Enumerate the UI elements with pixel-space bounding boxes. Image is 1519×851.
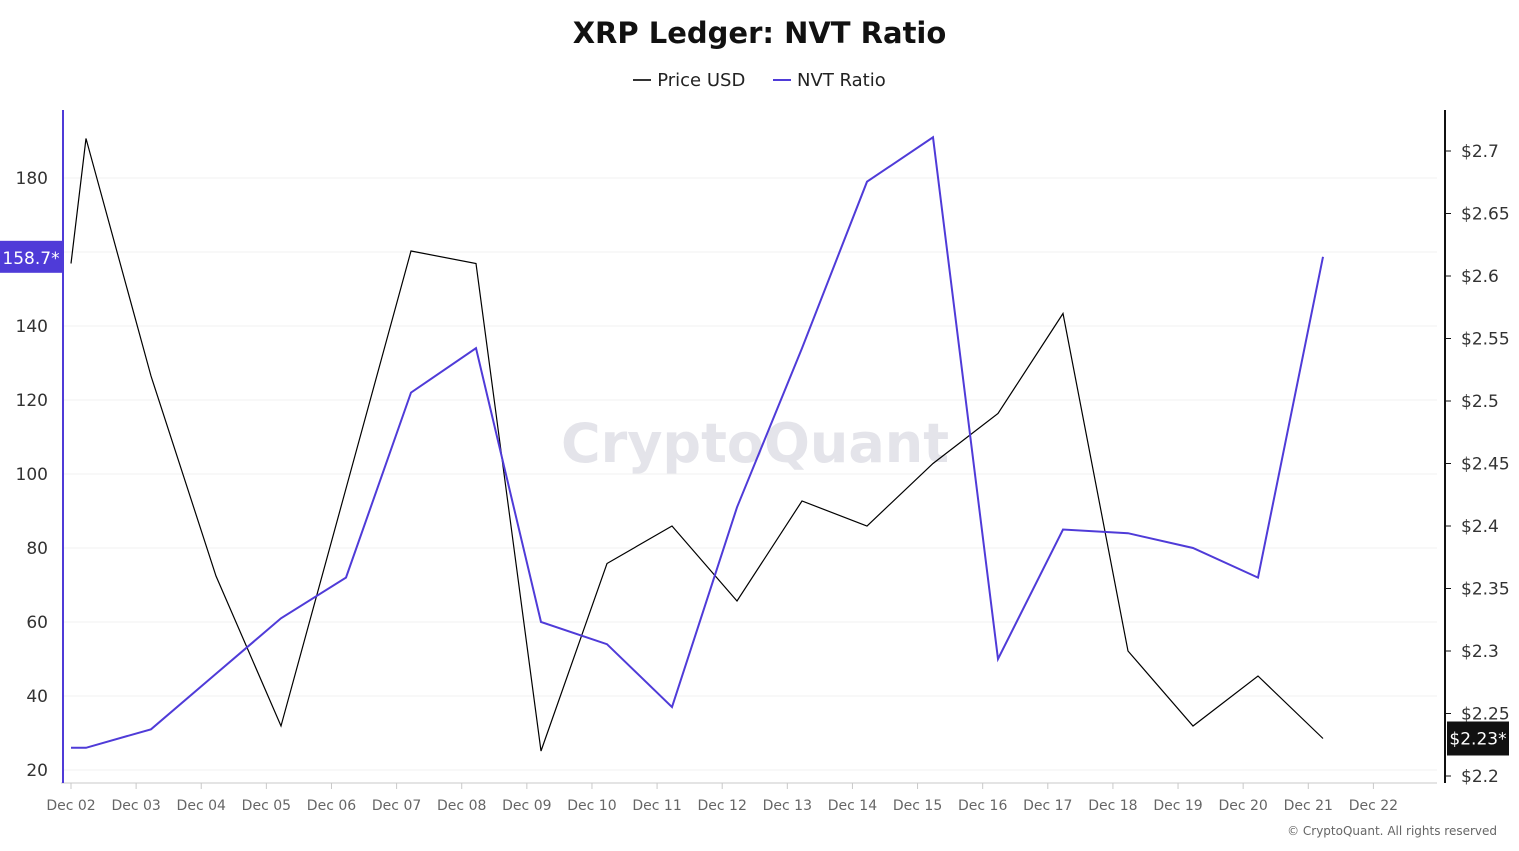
x-tick-label: Dec 16 xyxy=(958,798,1007,814)
left-tick-label: 20 xyxy=(26,761,48,781)
x-tick-label: Dec 13 xyxy=(763,798,812,814)
x-tick-label: Dec 07 xyxy=(372,798,421,814)
right-tick-label: $2.6 xyxy=(1461,267,1499,287)
price-usd-line[interactable] xyxy=(70,138,1324,752)
right-tick-label: $2.45 xyxy=(1461,455,1510,475)
legend-label-price: Price USD xyxy=(657,69,746,91)
chart-legend: Price USD NVT Ratio xyxy=(0,65,1519,91)
right-tick-label: $2.3 xyxy=(1461,642,1499,662)
series-layer xyxy=(70,135,1324,752)
axes-layer: 20 40 60 80 100 120 140 180 $2.2 $2.25 $2.3 $2.35 $2… xyxy=(16,110,1510,814)
x-tick-label: Dec 02 xyxy=(46,798,95,814)
right-tick-label: $2.25 xyxy=(1461,705,1510,725)
x-tick-label: Dec 08 xyxy=(437,798,486,814)
chart-title: XRP Ledger: NVT Ratio xyxy=(572,16,947,50)
x-tick-label: Dec 05 xyxy=(242,798,291,814)
left-current-badge-label: 158.7* xyxy=(2,249,59,269)
badge-layer: 158.7* $2.23* xyxy=(0,240,1509,756)
left-tick-label: 60 xyxy=(26,613,48,633)
right-tick-label: $2.4 xyxy=(1461,517,1499,537)
x-tick-label: Dec 11 xyxy=(632,798,681,814)
x-tick-label: Dec 14 xyxy=(828,798,877,814)
x-tick-label: Dec 20 xyxy=(1218,798,1267,814)
nvt-ratio-line[interactable] xyxy=(71,135,1324,749)
right-tick-label: $2.65 xyxy=(1461,205,1510,225)
copyright-footer: © CryptoQuant. All rights reserved xyxy=(1287,824,1497,838)
x-tick-label: Dec 12 xyxy=(698,798,747,814)
left-tick-label: 140 xyxy=(16,317,48,337)
x-tick-label: Dec 21 xyxy=(1284,798,1333,814)
left-tick-label: 100 xyxy=(16,465,48,485)
x-tick-label: Dec 22 xyxy=(1349,798,1398,814)
right-current-badge-label: $2.23* xyxy=(1449,730,1506,750)
x-tick-label: Dec 03 xyxy=(111,798,160,814)
x-tick-label: Dec 09 xyxy=(502,798,551,814)
grid-layer xyxy=(63,177,1437,771)
legend-label-nvt: NVT Ratio xyxy=(797,69,886,91)
right-tick-label: $2.2 xyxy=(1461,767,1499,787)
legend-swatch-price xyxy=(633,79,652,81)
left-tick-label: 120 xyxy=(16,391,48,411)
right-tick-label: $2.55 xyxy=(1461,330,1510,350)
x-tick-label: Dec 18 xyxy=(1088,798,1137,814)
right-tick-label: $2.35 xyxy=(1461,580,1510,600)
x-tick-label: Dec 19 xyxy=(1153,798,1202,814)
right-tick-label: $2.5 xyxy=(1461,392,1499,412)
left-current-badge xyxy=(0,240,63,273)
x-tick-label: Dec 06 xyxy=(307,798,356,814)
left-tick-label: 80 xyxy=(26,539,48,559)
right-tick-label: $2.7 xyxy=(1461,142,1499,162)
x-tick-label: Dec 17 xyxy=(1023,798,1072,814)
right-current-badge xyxy=(1447,721,1509,756)
legend-item-nvt[interactable]: NVT Ratio xyxy=(773,70,886,91)
legend-swatch-nvt xyxy=(773,79,792,81)
x-tick-label: Dec 04 xyxy=(177,798,226,814)
x-tick-label: Dec 15 xyxy=(893,798,942,814)
x-tick-label: Dec 10 xyxy=(567,798,616,814)
left-tick-label: 180 xyxy=(16,169,48,189)
legend-item-price[interactable]: Price USD xyxy=(633,70,745,91)
left-tick-label: 40 xyxy=(26,687,48,707)
